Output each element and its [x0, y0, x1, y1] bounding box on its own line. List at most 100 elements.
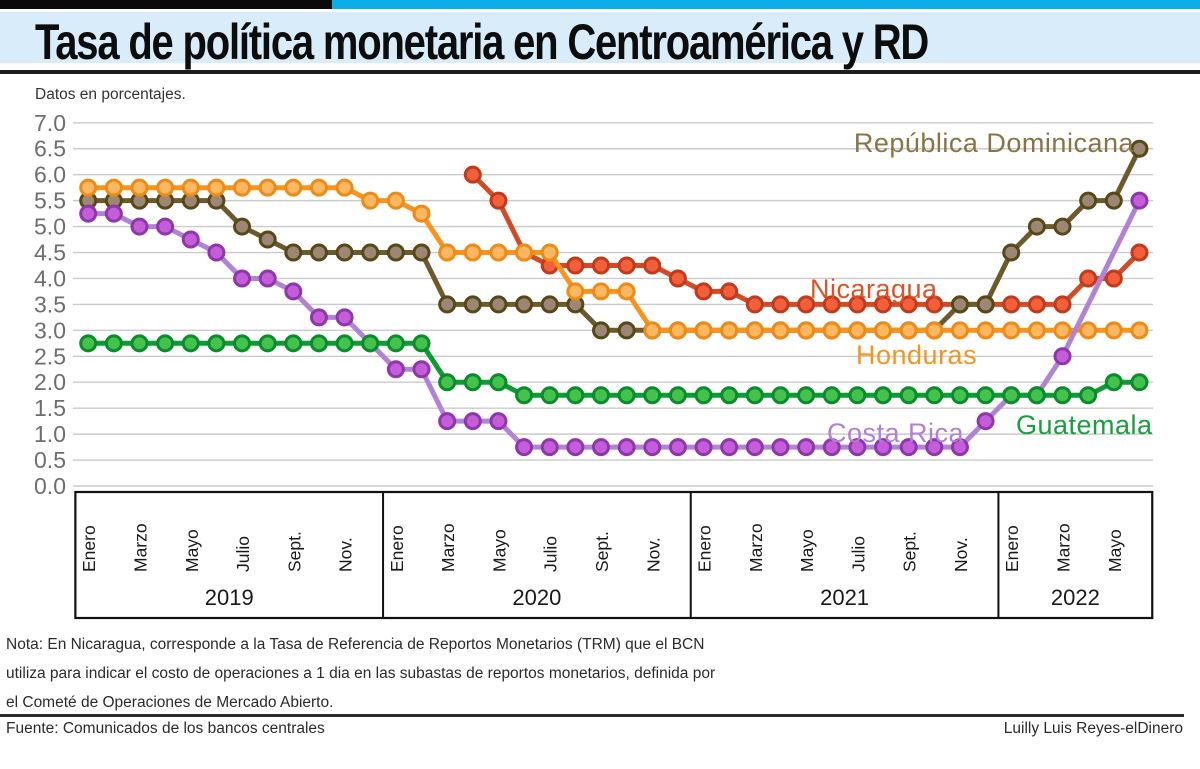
chart-subtitle: Datos en porcentajes.: [35, 86, 186, 103]
honduras-point: [874, 321, 893, 340]
top-bar-blue-segment: [332, 0, 1200, 9]
y-tick-label: 2.5: [34, 343, 66, 369]
costa-rica-series-label: Costa Rica: [827, 418, 965, 448]
month-label: Enero: [387, 525, 407, 572]
costa-rica-point: [617, 438, 636, 457]
nicaragua-point: [1027, 295, 1046, 314]
month-label: Julio: [233, 536, 253, 572]
guatemala-point: [797, 386, 816, 405]
guatemala-point: [515, 386, 534, 405]
costa-rica-point: [694, 438, 713, 457]
republica-dominicana-point: [258, 230, 277, 249]
republica-dominicana-point: [540, 295, 559, 314]
honduras-point: [899, 321, 918, 340]
guatemala-point: [822, 386, 841, 405]
guatemala-point: [386, 334, 405, 353]
republica-dominicana-point: [1027, 217, 1046, 236]
footer-divider: [0, 714, 1184, 717]
costa-rica-point: [592, 438, 610, 457]
costa-rica-point: [335, 308, 354, 327]
y-tick-label: 1.0: [34, 421, 66, 447]
costa-rica-point: [233, 269, 252, 288]
honduras-point: [489, 243, 508, 262]
costa-rica-point: [899, 438, 918, 457]
honduras-point: [797, 321, 816, 340]
guatemala-point: [925, 386, 944, 405]
honduras-point: [233, 178, 252, 197]
costa-rica-point: [771, 438, 790, 457]
guatemala-point: [976, 386, 995, 405]
nicaragua-point: [592, 256, 610, 275]
nicaragua-point: [1104, 269, 1123, 288]
month-label: Marzo: [438, 523, 458, 572]
top-bar-black-segment: [0, 0, 332, 9]
month-label: Sept.: [284, 531, 304, 572]
costa-rica-point: [720, 438, 739, 457]
guatemala-point: [463, 373, 482, 392]
y-tick-label: 0.0: [34, 473, 66, 499]
nicaragua-point: [848, 295, 867, 314]
republica-dominicana-series-label: República Dominicana: [854, 128, 1135, 158]
nicaragua-point: [797, 295, 816, 314]
guatemala-point: [1079, 386, 1098, 405]
honduras-point: [284, 178, 303, 197]
chart-note: Nota: En Nicaragua, corresponde a la Tas…: [6, 630, 766, 717]
month-label: Sept.: [592, 531, 612, 572]
honduras-point: [592, 282, 610, 301]
honduras-point: [976, 321, 995, 340]
nicaragua-point: [1079, 269, 1098, 288]
honduras-point: [181, 178, 200, 197]
nicaragua-point: [694, 282, 713, 301]
guatemala-point: [233, 334, 252, 353]
month-label: Marzo: [1054, 523, 1074, 572]
guatemala-point: [156, 334, 175, 353]
costa-rica-point: [207, 243, 226, 262]
honduras-point: [207, 178, 226, 197]
guatemala-point: [284, 334, 303, 353]
guatemala-series-label: Guatemala: [1016, 410, 1153, 440]
nicaragua-point: [925, 295, 944, 314]
costa-rica-point: [515, 438, 534, 457]
guatemala-point: [566, 386, 585, 405]
costa-rica-point: [1053, 347, 1072, 366]
guatemala-point: [668, 386, 687, 405]
republica-dominicana-point: [386, 243, 405, 262]
nicaragua-point: [566, 256, 585, 275]
guatemala-point: [899, 386, 918, 405]
honduras-point: [643, 321, 662, 340]
republica-dominicana-point: [1002, 243, 1021, 262]
nicaragua-point: [463, 165, 482, 184]
guatemala-point: [745, 386, 764, 405]
honduras-point: [463, 243, 482, 262]
honduras-point: [1104, 321, 1123, 340]
honduras-point: [1130, 321, 1149, 340]
month-label: Nov.: [951, 537, 971, 572]
costa-rica-point: [822, 438, 841, 457]
costa-rica-point: [79, 204, 98, 223]
guatemala-point: [412, 334, 431, 353]
republica-dominicana-point: [489, 295, 508, 314]
republica-dominicana-point: [309, 243, 328, 262]
costa-rica-point: [540, 438, 559, 457]
y-tick-label: 5.0: [34, 214, 66, 240]
series-guatemala: Guatemala: [79, 334, 1153, 440]
guatemala-point: [720, 386, 739, 405]
nicaragua-series-label: Nicaragua: [810, 274, 938, 304]
costa-rica-point: [104, 204, 123, 223]
nicaragua-point: [617, 256, 636, 275]
guatemala-point: [592, 386, 610, 405]
costa-rica-point: [874, 438, 893, 457]
honduras-point: [335, 178, 354, 197]
honduras-point: [540, 243, 559, 262]
republica-dominicana-point: [361, 243, 380, 262]
republica-dominicana-point: [1053, 217, 1072, 236]
nicaragua-point: [1002, 295, 1021, 314]
costa-rica-point: [181, 230, 200, 249]
month-label: Enero: [79, 525, 99, 572]
costa-rica-point: [489, 412, 508, 431]
republica-dominicana-point: [335, 243, 354, 262]
guatemala-point: [694, 386, 713, 405]
series-republica-dominicana: República Dominicana: [79, 128, 1149, 340]
guatemala-point: [489, 373, 508, 392]
nicaragua-point: [874, 295, 893, 314]
